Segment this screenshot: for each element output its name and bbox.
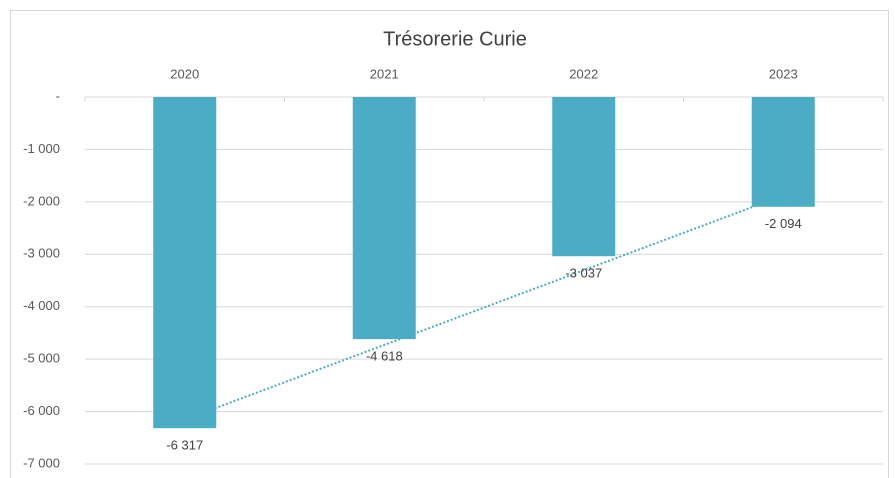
chart-title: Trésorerie Curie (383, 28, 527, 50)
y-tick-label: -6 000 (23, 403, 60, 418)
y-tick-label: -4 000 (23, 298, 60, 313)
y-tick-label: -3 000 (23, 246, 60, 261)
data-label: -3 037 (565, 266, 602, 281)
y-tick-label: -2 000 (23, 193, 60, 208)
data-label: -2 094 (765, 216, 802, 231)
bar (552, 97, 616, 257)
data-label: -6 317 (166, 438, 203, 453)
x-tick-label: 2020 (170, 66, 199, 81)
x-tick-label: 2022 (569, 66, 598, 81)
x-tick-label: 2023 (769, 66, 798, 81)
y-tick-label: -7 000 (23, 455, 60, 470)
data-label: -4 618 (366, 349, 403, 364)
x-tick-label: 2021 (370, 66, 399, 81)
bar (153, 97, 217, 429)
bar (751, 97, 815, 207)
trendline (184, 194, 784, 421)
chart-border (10, 10, 889, 478)
y-tick-label: -5 000 (23, 351, 60, 366)
bar (352, 97, 416, 340)
y-tick-label: - (56, 88, 60, 103)
y-tick-label: -1 000 (23, 141, 60, 156)
